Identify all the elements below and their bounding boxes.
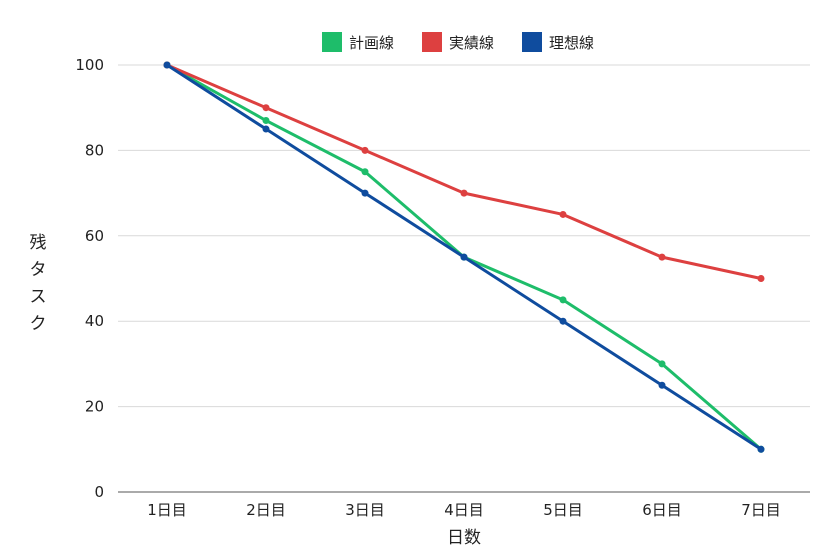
data-point <box>559 296 567 304</box>
x-tick-label: 4日目 <box>444 501 484 519</box>
data-point <box>262 104 270 112</box>
y-axis-title-char: ス <box>30 287 47 307</box>
data-point <box>757 275 765 282</box>
data-point <box>460 189 468 197</box>
axes: 0 20 40 60 80 100 1日目 2日目 3日目 4日目 5日目 6日目 7日目 <box>75 56 780 519</box>
legend-item[interactable]: 計画線 <box>322 32 394 52</box>
y-tick-label: 20 <box>85 398 104 416</box>
x-axis-title: 日数 <box>447 528 481 548</box>
y-tick-label: 60 <box>85 227 104 245</box>
data-point <box>361 146 369 154</box>
series-3 <box>163 61 765 453</box>
data-point <box>262 117 270 125</box>
legend: 計画線 実績線 理想線 <box>322 32 594 52</box>
data-point <box>559 210 567 218</box>
data-point <box>361 168 369 176</box>
legend-item[interactable]: 実績線 <box>422 32 494 52</box>
data-point <box>757 445 765 453</box>
data-point <box>658 360 666 368</box>
y-tick-label: 0 <box>94 483 104 501</box>
series-lines <box>163 61 765 453</box>
y-axis-title-char: ク <box>30 314 47 334</box>
series-2 <box>163 61 765 282</box>
y-axis-title-char: 残 <box>30 233 47 253</box>
x-tick-label: 2日目 <box>246 501 286 519</box>
legend-label: 計画線 <box>349 34 394 52</box>
data-point <box>658 381 666 389</box>
series-line <box>165 63 763 280</box>
legend-label: 実績線 <box>449 34 494 52</box>
y-tick-label: 100 <box>75 56 104 74</box>
y-tick-label: 40 <box>85 312 104 330</box>
legend-label: 理想線 <box>549 34 594 52</box>
y-axis-title: 残タスク <box>30 233 47 334</box>
x-tick-label: 3日目 <box>345 501 385 519</box>
x-tick-label: 6日目 <box>642 501 682 519</box>
data-point <box>559 317 567 325</box>
y-axis-title-char: タ <box>30 260 47 280</box>
data-point <box>163 61 171 69</box>
legend-swatch <box>322 32 342 52</box>
x-tick-label: 7日目 <box>741 501 781 519</box>
legend-swatch <box>522 32 542 52</box>
x-tick-label: 5日目 <box>543 501 583 519</box>
y-tick-label: 80 <box>85 141 104 159</box>
data-point <box>658 253 666 261</box>
data-point <box>361 189 369 197</box>
gridlines <box>118 64 810 493</box>
data-point <box>460 253 468 261</box>
legend-swatch <box>422 32 442 52</box>
data-point <box>262 125 270 133</box>
legend-item[interactable]: 理想線 <box>522 32 594 52</box>
x-tick-label: 1日目 <box>147 501 187 519</box>
